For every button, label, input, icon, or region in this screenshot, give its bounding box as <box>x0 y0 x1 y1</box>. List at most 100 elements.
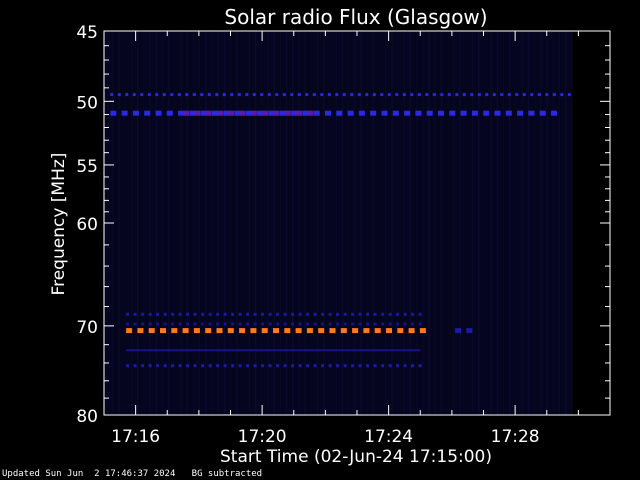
channel-mark <box>156 312 160 316</box>
channel-mark <box>477 93 481 97</box>
streak <box>149 31 151 415</box>
channel-mark <box>223 322 227 326</box>
channel-mark <box>455 93 459 97</box>
streak <box>478 31 480 415</box>
channel-mark <box>231 364 235 368</box>
streak <box>161 31 164 415</box>
x-tick-label: 17:20 <box>238 427 287 447</box>
channel-mark <box>148 328 155 334</box>
channel-mark <box>261 312 265 316</box>
y-tick-label: 55 <box>76 157 98 177</box>
channel-mark <box>178 364 182 368</box>
channel-mark <box>160 328 166 334</box>
channel-mark <box>194 110 201 116</box>
channel-mark <box>207 93 211 97</box>
streak <box>465 31 468 415</box>
channel-mark <box>223 364 227 368</box>
streak <box>502 31 505 415</box>
channel-mark <box>141 364 145 368</box>
channel-mark <box>402 93 406 97</box>
channel-mark <box>284 328 291 334</box>
channel-mark <box>351 322 355 326</box>
channel-mark <box>231 322 235 326</box>
channel-mark <box>397 328 404 334</box>
channel-mark <box>178 322 182 326</box>
channel-mark <box>245 93 249 97</box>
x-tick-label: 17:16 <box>111 427 160 447</box>
channel-mark <box>500 93 504 97</box>
channel-mark <box>374 328 381 334</box>
channel-mark <box>552 93 556 97</box>
channel-mark <box>126 312 130 316</box>
channel-mark <box>343 312 347 316</box>
streak <box>397 31 399 415</box>
channel-mark <box>238 364 242 368</box>
channel-mark <box>132 93 136 97</box>
channel-mark <box>306 322 310 326</box>
streak <box>366 31 368 415</box>
channel-mark <box>449 110 456 116</box>
footer: Updated Sun Jun 2 17:46:37 2024 BG subtr… <box>2 469 262 479</box>
channel-mark <box>238 312 242 316</box>
streak <box>168 31 170 415</box>
channel-mark <box>186 312 190 316</box>
channel-mark <box>462 93 466 97</box>
streak <box>174 31 176 415</box>
channel-mark <box>137 328 144 334</box>
streak <box>304 31 306 415</box>
channel-mark <box>358 110 365 116</box>
channel-mark <box>336 110 343 116</box>
channel-mark <box>342 93 346 97</box>
streak <box>354 31 356 415</box>
channel-mark <box>358 364 362 368</box>
channel-mark <box>217 110 223 116</box>
updated-timestamp: Updated Sun Jun 2 17:46:37 2024 <box>2 469 176 479</box>
channel-mark <box>216 322 220 326</box>
channel-mark <box>466 328 473 334</box>
channel-mark <box>133 312 137 316</box>
streak <box>316 31 319 415</box>
channel-mark <box>298 364 302 368</box>
channel-mark <box>313 364 317 368</box>
streak <box>558 31 561 415</box>
streak <box>199 31 201 415</box>
channel-mark <box>418 312 422 316</box>
channel-mark <box>507 93 511 97</box>
channel-mark <box>171 364 175 368</box>
channel-mark <box>208 364 212 368</box>
channel-mark <box>178 110 185 116</box>
channel-mark <box>411 364 415 368</box>
channel-mark <box>216 328 223 334</box>
channel-line <box>126 349 421 352</box>
channel-mark <box>396 364 400 368</box>
channel-mark <box>336 322 340 326</box>
channel-mark <box>418 364 422 368</box>
channel-mark <box>234 110 241 116</box>
channel-mark <box>567 93 571 97</box>
channel-mark <box>388 312 392 316</box>
channel-mark <box>403 312 407 316</box>
channel-mark <box>200 93 204 97</box>
channel-mark <box>470 93 474 97</box>
streak <box>248 31 251 415</box>
channel-mark <box>388 322 392 326</box>
channel-mark <box>373 322 377 326</box>
streak <box>323 31 325 415</box>
channel-mark <box>365 93 369 97</box>
channel-mark <box>419 328 426 334</box>
y-tick-label: 50 <box>76 93 98 113</box>
streak <box>211 31 213 415</box>
channel-mark <box>133 322 137 326</box>
streak <box>459 31 461 415</box>
channel-mark <box>438 110 444 116</box>
channel-mark <box>208 322 212 326</box>
streak <box>242 31 244 415</box>
channel-mark <box>291 322 295 326</box>
channel-mark <box>404 110 411 116</box>
channel-mark <box>343 364 347 368</box>
channel-mark <box>273 110 280 116</box>
channel-mark <box>296 110 303 116</box>
channel-mark <box>268 110 275 116</box>
channel-mark <box>539 110 546 116</box>
channel-mark <box>163 322 167 326</box>
